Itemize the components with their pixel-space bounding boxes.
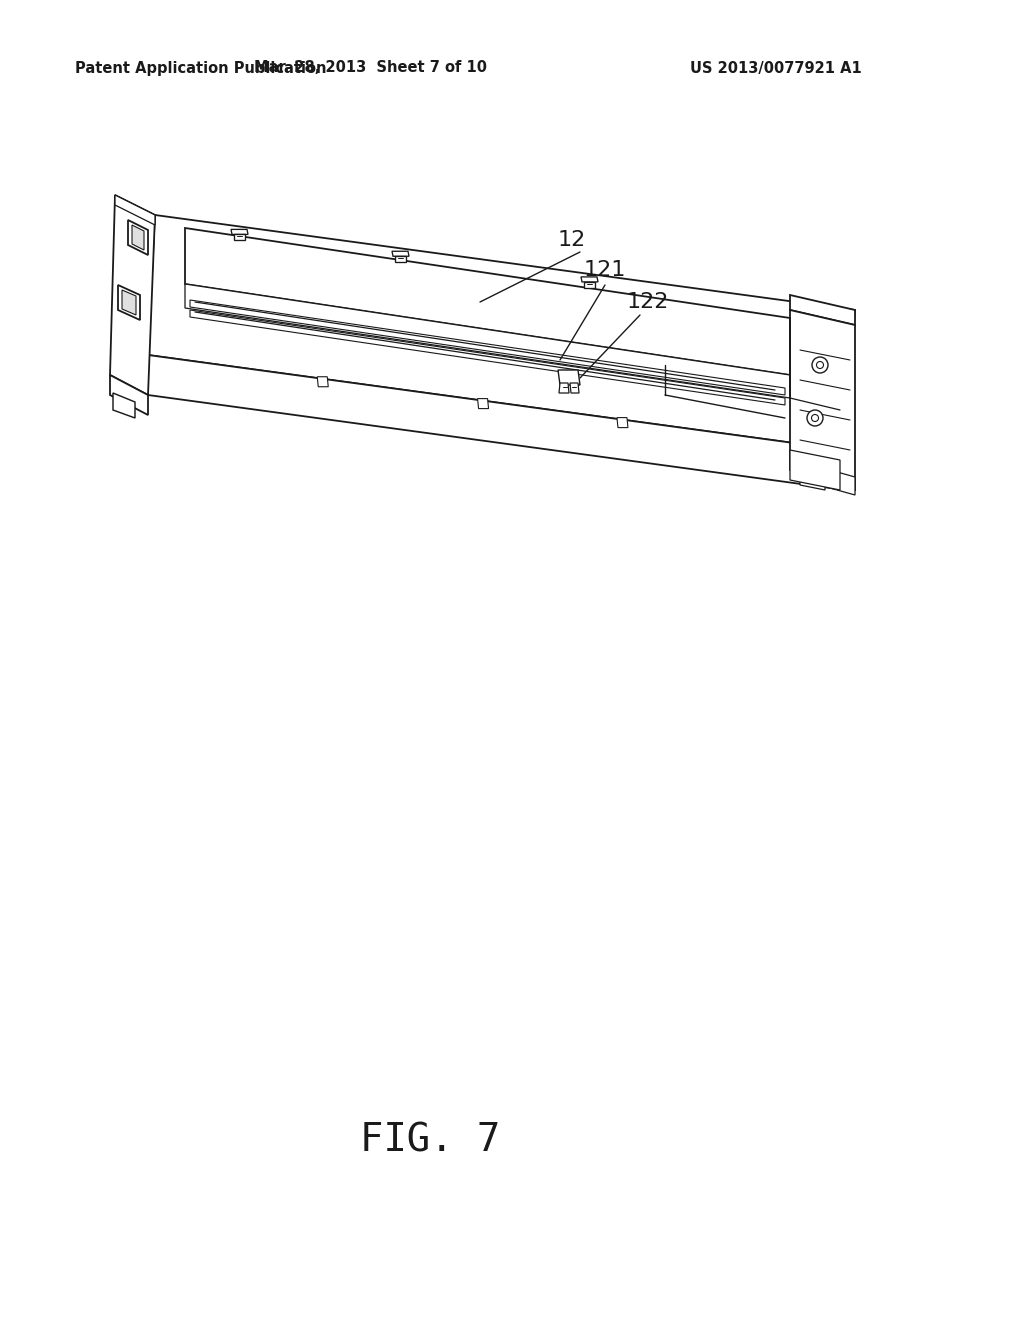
Polygon shape [118, 285, 140, 319]
Circle shape [811, 414, 818, 421]
Polygon shape [122, 290, 136, 315]
Polygon shape [110, 195, 155, 395]
Polygon shape [559, 383, 569, 393]
Polygon shape [616, 417, 628, 428]
Text: Mar. 28, 2013  Sheet 7 of 10: Mar. 28, 2013 Sheet 7 of 10 [254, 61, 486, 75]
Circle shape [812, 356, 828, 374]
Text: 12: 12 [558, 230, 586, 249]
Polygon shape [190, 300, 785, 395]
Polygon shape [132, 224, 144, 249]
Polygon shape [128, 220, 148, 255]
Polygon shape [800, 465, 825, 490]
Polygon shape [830, 470, 855, 495]
Polygon shape [185, 284, 790, 399]
Polygon shape [317, 376, 329, 387]
Polygon shape [115, 195, 155, 224]
Polygon shape [477, 399, 488, 409]
Text: Patent Application Publication: Patent Application Publication [75, 61, 327, 75]
Polygon shape [570, 383, 579, 393]
Text: 122: 122 [627, 292, 670, 312]
Polygon shape [234, 235, 245, 240]
Polygon shape [790, 450, 840, 490]
Polygon shape [392, 251, 409, 256]
Polygon shape [581, 277, 598, 282]
Polygon shape [790, 294, 855, 325]
Circle shape [807, 411, 823, 426]
Circle shape [816, 362, 823, 368]
Polygon shape [395, 256, 406, 263]
Text: US 2013/0077921 A1: US 2013/0077921 A1 [690, 61, 862, 75]
Polygon shape [148, 355, 845, 490]
Polygon shape [185, 228, 790, 375]
Polygon shape [790, 310, 855, 490]
Text: FIG. 7: FIG. 7 [359, 1121, 500, 1159]
Polygon shape [110, 375, 148, 414]
Polygon shape [113, 393, 135, 418]
Polygon shape [231, 230, 248, 235]
Polygon shape [190, 310, 785, 405]
Text: 121: 121 [584, 260, 627, 280]
Polygon shape [148, 215, 855, 450]
Polygon shape [584, 282, 595, 288]
Polygon shape [558, 370, 580, 385]
